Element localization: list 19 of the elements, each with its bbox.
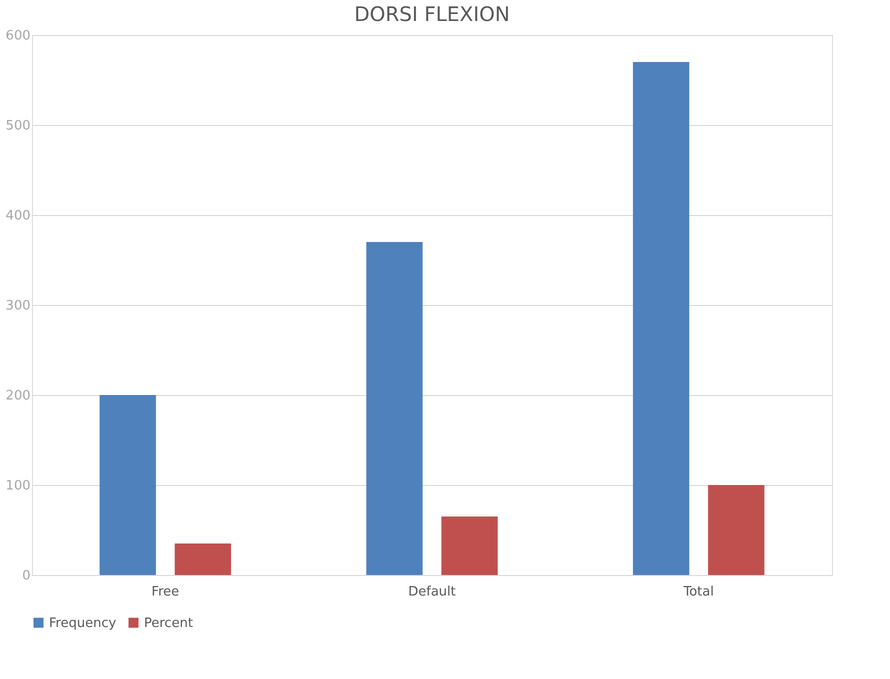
y-tick-label: 300: [6, 298, 30, 314]
x-tick-label: Total: [682, 584, 714, 600]
y-tick-label: 100: [6, 478, 30, 494]
y-tick-label: 400: [6, 208, 30, 224]
chart-title: DORSI FLEXION: [354, 2, 510, 26]
legend-label: Percent: [144, 616, 193, 631]
bar: [366, 242, 423, 575]
bar: [441, 516, 498, 575]
bar: [708, 485, 764, 575]
y-tick-label: 600: [6, 28, 30, 44]
bar: [632, 62, 690, 575]
y-tick-label: 0: [22, 568, 30, 584]
x-tick-label: Default: [408, 584, 456, 600]
x-tick-label: Free: [152, 584, 180, 600]
bar: [174, 544, 232, 575]
legend-label: Frequency: [49, 616, 116, 631]
bar: [100, 395, 156, 575]
y-tick-label: 200: [6, 388, 30, 404]
y-tick-label: 500: [6, 118, 30, 134]
